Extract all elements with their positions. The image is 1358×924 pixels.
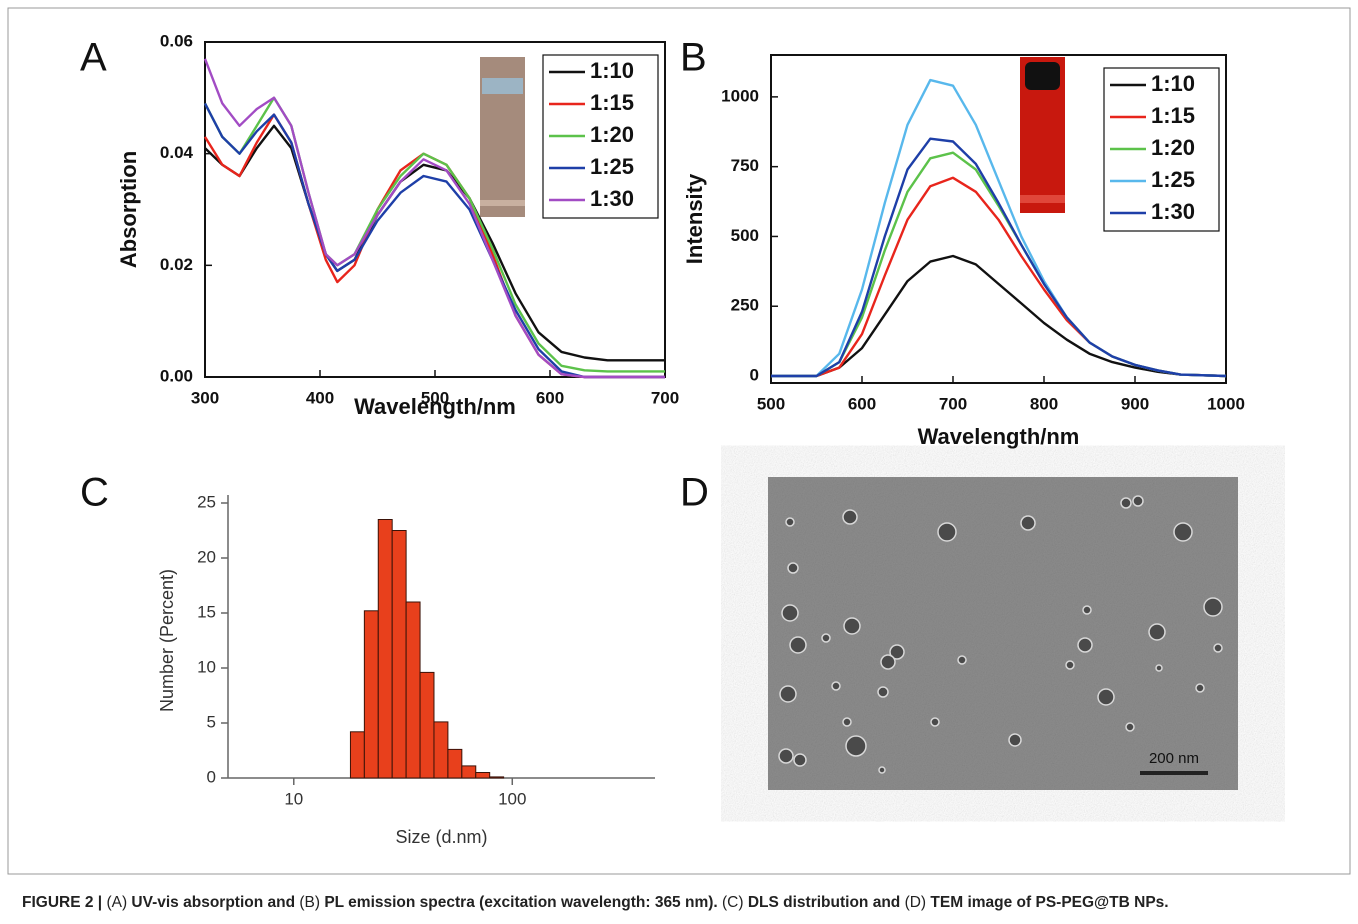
y-tick-label: 500	[731, 226, 759, 245]
y-tick-label: 15	[197, 602, 216, 621]
legend-label: 1:25	[590, 154, 634, 179]
chart: B 0 250 500 750 1000 500 600 700 800 900 1000 Wavele…	[680, 36, 1245, 449]
x-axis-label: Wavelength/nm	[354, 394, 516, 419]
y-tick-label: 250	[731, 296, 759, 315]
cuvette-inset-b	[1020, 57, 1065, 213]
x-axis-label: Size (d.nm)	[395, 827, 487, 847]
y-tick-label: 20	[197, 547, 216, 566]
series-line	[771, 137, 1227, 378]
legend-label: 1:15	[590, 90, 634, 115]
legend-label: 1:30	[1151, 199, 1195, 224]
series-line	[771, 254, 1227, 378]
chart: A 0.00 0.02 0.04 0.06 300 400 500 600 700 Waveleng…	[80, 31, 679, 418]
legend-label: 1:10	[1151, 71, 1195, 96]
caption-part: (B)	[299, 894, 321, 911]
caption-part: DLS distribution and	[743, 894, 905, 911]
chart: C 0 5 10 15 20 25 10 100 Size (d.nm) Number (Perce…	[80, 471, 655, 847]
y-tick-label: 750	[731, 156, 759, 175]
panel-label: B	[680, 36, 707, 80]
caption-part: (C)	[722, 894, 744, 911]
series-line	[203, 102, 665, 379]
x-tick-label: 1000	[1207, 394, 1245, 413]
figure-border	[7, 7, 1351, 875]
series-line	[203, 58, 665, 379]
x-tick-label: 800	[1030, 394, 1058, 413]
x-tick-label: 700	[939, 394, 967, 413]
cuvette-inset-a	[480, 57, 525, 217]
y-tick-label: 5	[207, 712, 216, 731]
scale-bar-label: 200 nm	[1149, 750, 1199, 767]
histogram-bar	[377, 519, 393, 779]
x-tick-label: 500	[757, 394, 785, 413]
histogram-bar	[419, 671, 435, 779]
y-tick-label: 0	[750, 366, 759, 385]
series-line	[203, 96, 665, 373]
legend-label: 1:30	[590, 186, 634, 211]
histogram-bar	[489, 776, 505, 779]
histogram-bar	[461, 765, 477, 779]
caption-part: TEM image of PS-PEG@TB NPs.	[926, 894, 1169, 911]
histogram-bar	[475, 772, 491, 779]
x-tick-label: 100	[498, 789, 526, 808]
x-tick-label: 600	[848, 394, 876, 413]
histogram-bar	[363, 610, 379, 779]
y-tick-label: 0.06	[160, 31, 193, 50]
caption-part: UV-vis absorption and	[127, 894, 300, 911]
histogram-bar	[433, 721, 449, 779]
histogram-bar	[447, 748, 463, 779]
y-axis-label: Absorption	[116, 151, 141, 268]
caption-part: PL emission spectra (excitation waveleng…	[320, 894, 723, 911]
caption-part: (A)	[102, 894, 128, 911]
caption-part: FIGURE 2 |	[22, 894, 103, 911]
y-tick-label: 10	[197, 657, 216, 676]
y-axis-label: Intensity	[682, 173, 707, 264]
x-tick-label: 500	[421, 388, 449, 407]
panel-label: C	[80, 471, 109, 515]
x-tick-label: 300	[191, 388, 219, 407]
plot-frame	[770, 54, 1227, 384]
legend-label: 1:20	[1151, 135, 1195, 160]
x-tick-label: 400	[306, 388, 334, 407]
y-axis-label: Number (Percent)	[157, 569, 177, 712]
legend-label: 1:15	[1151, 103, 1195, 128]
y-tick-label: 0.04	[160, 143, 194, 162]
x-tick-label: 900	[1121, 394, 1149, 413]
legend-label: 1:10	[590, 58, 634, 83]
histogram-bar	[349, 731, 365, 779]
tem-image	[768, 477, 1238, 790]
x-tick-label: 700	[651, 388, 679, 407]
y-tick-label: 0	[207, 767, 216, 786]
x-axis-label: Wavelength/nm	[918, 424, 1080, 449]
x-tick-label: 10	[284, 789, 303, 808]
histogram-bar	[391, 530, 407, 779]
histogram-bar	[405, 601, 421, 779]
legend-label: 1:20	[590, 122, 634, 147]
panel-label: A	[80, 36, 107, 80]
legend-label: 1:25	[1151, 167, 1195, 192]
x-tick-label: 600	[536, 388, 564, 407]
y-tick-label: 0.00	[160, 366, 193, 385]
caption: FIGURE 2 | (A) UV-vis absorption and (B)…	[22, 894, 1169, 912]
y-tick-label: 0.02	[160, 255, 193, 274]
panel-label: D	[680, 471, 709, 515]
caption-part: (D)	[904, 894, 927, 911]
y-tick-label: 25	[197, 492, 216, 511]
y-tick-label: 1000	[721, 86, 759, 105]
